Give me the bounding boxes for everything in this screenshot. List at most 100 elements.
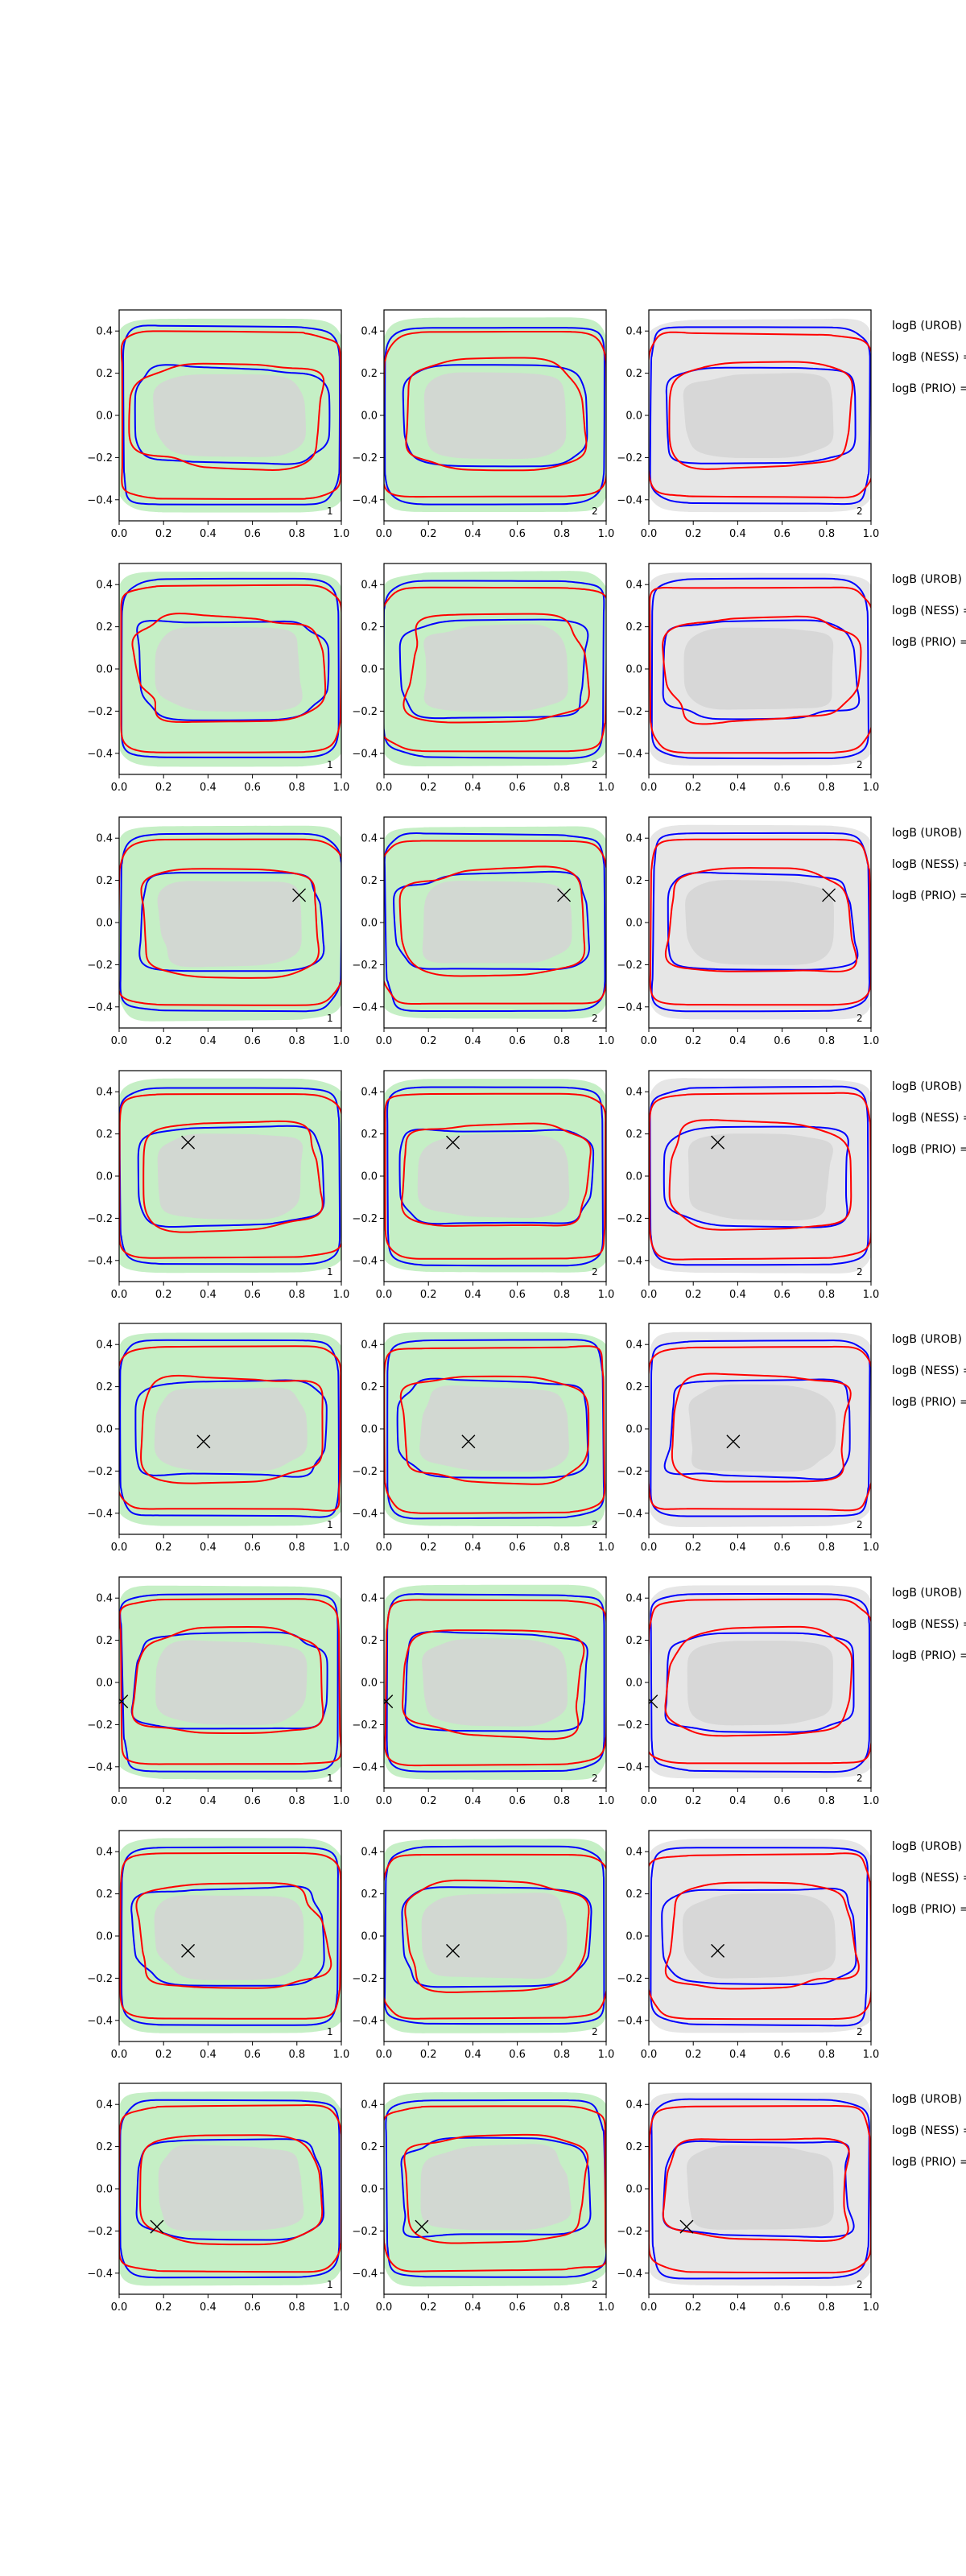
x-tick-label: 0.2 (155, 2049, 172, 2061)
row-label: logB (NESS) = (892, 605, 966, 617)
y-tick-label: 0.0 (96, 1171, 113, 1183)
y-tick-label: 0.4 (96, 580, 113, 592)
y-tick-label: 0.0 (625, 2184, 642, 2196)
inner-density-fill (687, 2145, 834, 2230)
y-tick-label: 0.2 (96, 621, 113, 634)
y-tick-label: −0.2 (87, 960, 113, 972)
inner-density-fill (157, 881, 302, 968)
x-tick-label: 1.0 (863, 1035, 880, 1047)
y-tick-label: 0.0 (96, 918, 113, 930)
blue-inner-contour (661, 1887, 857, 1986)
x-tick-label: 0.2 (685, 1035, 702, 1047)
y-tick-label: 0.4 (361, 1087, 378, 1099)
inner-density-fill (687, 1133, 833, 1221)
panel-corner-label: 2 (592, 2026, 598, 2037)
subplot-r7-c1: 1 0.0 0.2 0.4 0.6 0.8 1.0 0.4 0.2 0.0 −0.2 −0.4 (87, 1830, 350, 2061)
x-tick-label: 0.2 (155, 528, 172, 540)
y-tick-label: 0.0 (625, 1171, 642, 1183)
red-inner-contour (662, 2137, 850, 2242)
row-label: logB (PRIO) = (892, 1143, 966, 1156)
row-label: logB (UROB) = (892, 1333, 966, 1346)
x-tick-label: 0.6 (774, 2049, 791, 2061)
plot-area (384, 2092, 606, 2287)
blue-inner-contour (130, 1885, 325, 1987)
y-tick-label: −0.4 (617, 1508, 642, 1520)
blue-outer-contour (386, 1339, 605, 1520)
x-tick-label: 0.0 (376, 782, 393, 794)
red-inner-contour (139, 2134, 324, 2246)
x-tick-label: 1.0 (333, 2049, 350, 2061)
x-tick-label: 1.0 (598, 1289, 615, 1301)
y-tick-label: −0.4 (352, 1761, 378, 1773)
y-tick-label: −0.2 (617, 1719, 642, 1732)
x-tick-label: 1.0 (598, 782, 615, 794)
x-tick-label: 0.4 (464, 1542, 481, 1554)
blue-outer-contour (649, 326, 871, 506)
row-label: logB (PRIO) = (892, 1649, 966, 1662)
x-tick-label: 0.0 (641, 1795, 658, 1807)
panel-corner-label: 1 (327, 1519, 333, 1530)
x-tick-label: 0.6 (509, 1795, 526, 1807)
x-tick-label: 0.4 (200, 1542, 217, 1554)
y-tick-label: 0.0 (625, 1678, 642, 1690)
inner-density-fill (154, 1895, 304, 1980)
blue-inner-contour (137, 1125, 325, 1228)
blue-outer-contour (384, 580, 605, 759)
y-tick-label: 0.0 (96, 411, 113, 423)
y-tick-label: 0.0 (625, 1424, 642, 1436)
y-tick-label: −0.2 (87, 706, 113, 718)
plot-area (119, 1585, 341, 1780)
x-tick-label: 1.0 (598, 1035, 615, 1047)
y-tick-label: −0.2 (617, 2226, 642, 2238)
x-tick-label: 0.0 (111, 782, 128, 794)
x-tick-label: 1.0 (863, 2301, 880, 2314)
red-inner-contour (668, 1119, 852, 1231)
x-tick-label: 0.0 (376, 528, 393, 540)
blue-outer-contour (384, 327, 605, 506)
x-tick-label: 0.2 (155, 782, 172, 794)
subplot-r4-c2: 2 0.0 0.2 0.4 0.6 0.8 1.0 0.4 0.2 0.0 −0.2 −0.4 (352, 1070, 615, 1301)
blue-outer-contour (650, 1592, 871, 1773)
y-tick-label: −0.2 (87, 1973, 113, 1985)
subplot-r6-c1: 1 0.0 0.2 0.4 0.6 0.8 1.0 0.4 0.2 0.0 −0.2 −0.4 (87, 1576, 349, 1807)
x-tick-label: 0.0 (111, 1795, 128, 1807)
x-tick-label: 0.0 (376, 2301, 393, 2314)
row-label: logB (NESS) = (892, 1112, 966, 1125)
red-outer-contour (649, 331, 871, 499)
y-tick-label: −0.4 (617, 2268, 642, 2280)
red-inner-contour (668, 361, 853, 470)
inner-density-fill (420, 2144, 572, 2231)
x-tick-label: 0.0 (111, 2301, 128, 2314)
blue-inner-contour (400, 2136, 592, 2238)
subplot-r7-c2: 2 0.0 0.2 0.4 0.6 0.8 1.0 0.4 0.2 0.0 −0.2 −0.4 (352, 1830, 614, 2061)
y-tick-label: −0.4 (617, 494, 642, 506)
y-tick-label: −0.2 (352, 452, 378, 464)
plot-area (649, 1839, 871, 2033)
y-tick-label: 0.0 (361, 1931, 378, 1943)
x-marker (415, 2219, 429, 2234)
row-label: logB (UROB) = (892, 2093, 966, 2106)
x-tick-label: 0.8 (288, 782, 305, 794)
inner-density-fill (155, 1640, 308, 1725)
blue-outer-contour (385, 2099, 606, 2278)
y-tick-label: 0.0 (361, 1424, 378, 1436)
x-tick-label: 0.2 (420, 2301, 437, 2314)
x-tick-label: 0.6 (244, 1035, 261, 1047)
x-tick-label: 0.0 (376, 2049, 393, 2061)
x-tick-label: 0.6 (774, 1289, 791, 1301)
panel-corner-label: 1 (327, 1773, 333, 1784)
y-tick-label: 0.0 (96, 664, 113, 676)
y-tick-label: −0.4 (87, 748, 113, 760)
x-marker (384, 1695, 394, 1709)
x-tick-label: 0.2 (685, 1289, 702, 1301)
blue-inner-contour (662, 619, 861, 720)
red-outer-contour (649, 1852, 871, 2021)
panel-corner-label: 2 (857, 1519, 863, 1530)
y-tick-label: −0.2 (352, 960, 378, 972)
x-tick-label: 0.8 (553, 2301, 570, 2314)
red-inner-contour (671, 1373, 852, 1483)
x-tick-label: 0.6 (509, 1289, 526, 1301)
x-tick-label: 0.8 (288, 1795, 305, 1807)
red-inner-contour (402, 1629, 585, 1740)
